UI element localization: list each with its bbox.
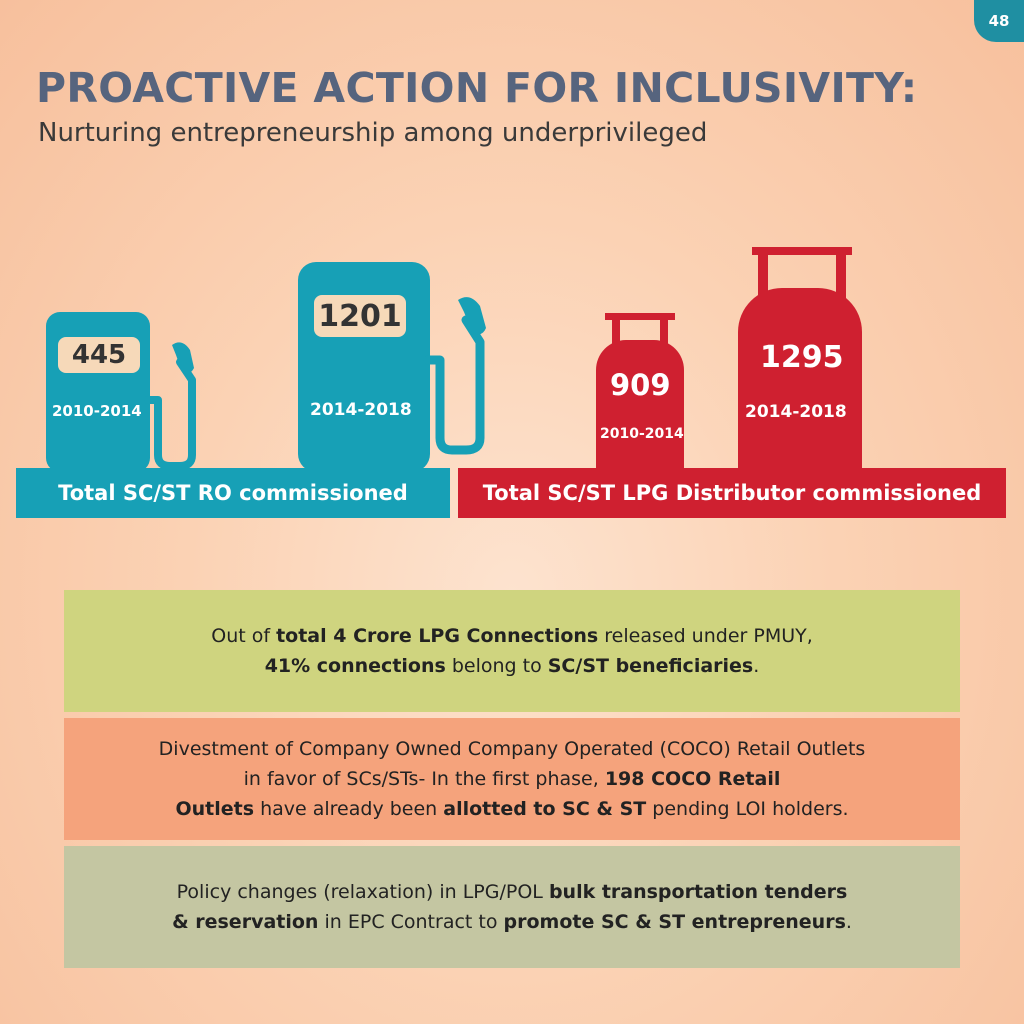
page-number-badge: 48 [974,0,1024,42]
bold-fragment: & reservation [172,911,319,933]
ro-before-period: 2010-2014 [52,402,142,420]
text-fragment: pending LOI holders. [646,798,849,820]
page-subtitle: Nurturing entrepreneurship among underpr… [38,118,708,148]
lpg-before-value: 909 [610,368,671,402]
text-fragment: have already been [254,798,444,820]
ro-after-value-text: 1201 [318,298,402,334]
coco-info-text: Divestment of Company Owned Company Oper… [159,734,866,824]
text-fragment: . [845,911,852,933]
bold-fragment: promote SC & ST entrepreneurs [503,911,846,933]
policy-info-text: Policy changes (relaxation) in LPG/POL b… [172,877,852,937]
text-fragment: Divestment of Company Owned Company Oper… [158,738,866,760]
ro-banner: Total SC/ST RO commissioned [16,468,450,518]
text-fragment: Policy changes (relaxation) in LPG/POL [176,881,549,903]
fuel-pump-large-icon [298,262,486,472]
text-fragment: belong to [445,655,548,677]
ro-banner-text: Total SC/ST RO commissioned [58,481,408,505]
text-fragment: Out of [211,625,277,647]
lpg-banner: Total SC/ST LPG Distributor commissioned [458,468,1006,518]
coco-info-box: Divestment of Company Owned Company Oper… [64,718,960,840]
policy-info-box: Policy changes (relaxation) in LPG/POL b… [64,846,960,968]
text-fragment: in EPC Contract to [318,911,504,933]
ro-before-value-text: 445 [71,340,127,370]
bold-fragment: SC/ST beneficiaries [547,655,754,677]
pmuy-info-text: Out of total 4 Crore LPG Connections rel… [211,621,813,681]
lpg-after-period: 2014-2018 [745,402,847,422]
page-number: 48 [988,12,1010,30]
bold-fragment: allotted to SC & ST [443,798,647,820]
ro-after-value: 1201 [314,295,406,337]
lpg-cylinder-small-icon [596,313,684,472]
lpg-after-value: 1295 [760,340,844,375]
text-fragment: released under PMUY, [598,625,813,647]
bold-fragment: 41% connections [264,655,446,677]
text-fragment: in favor of SCs/STs- In the first phase, [243,768,605,790]
text-fragment: . [753,655,760,677]
bold-fragment: 198 COCO Retail [604,768,781,790]
fuel-pump-small-icon [46,312,196,472]
lpg-cylinder-large-icon [738,247,862,472]
bold-fragment: total 4 Crore LPG Connections [276,625,599,647]
lpg-banner-text: Total SC/ST LPG Distributor commissioned [482,481,982,505]
infographic-graphics [46,247,862,472]
pmuy-info-box: Out of total 4 Crore LPG Connections rel… [64,590,960,712]
bold-fragment: bulk transportation tenders [548,881,848,903]
page-title: PROACTIVE ACTION FOR INCLUSIVITY: [36,64,918,112]
lpg-before-period: 2010-2014 [600,426,684,442]
bold-fragment: Outlets [175,798,255,820]
ro-before-value: 445 [58,337,140,373]
ro-after-period: 2014-2018 [310,400,412,420]
